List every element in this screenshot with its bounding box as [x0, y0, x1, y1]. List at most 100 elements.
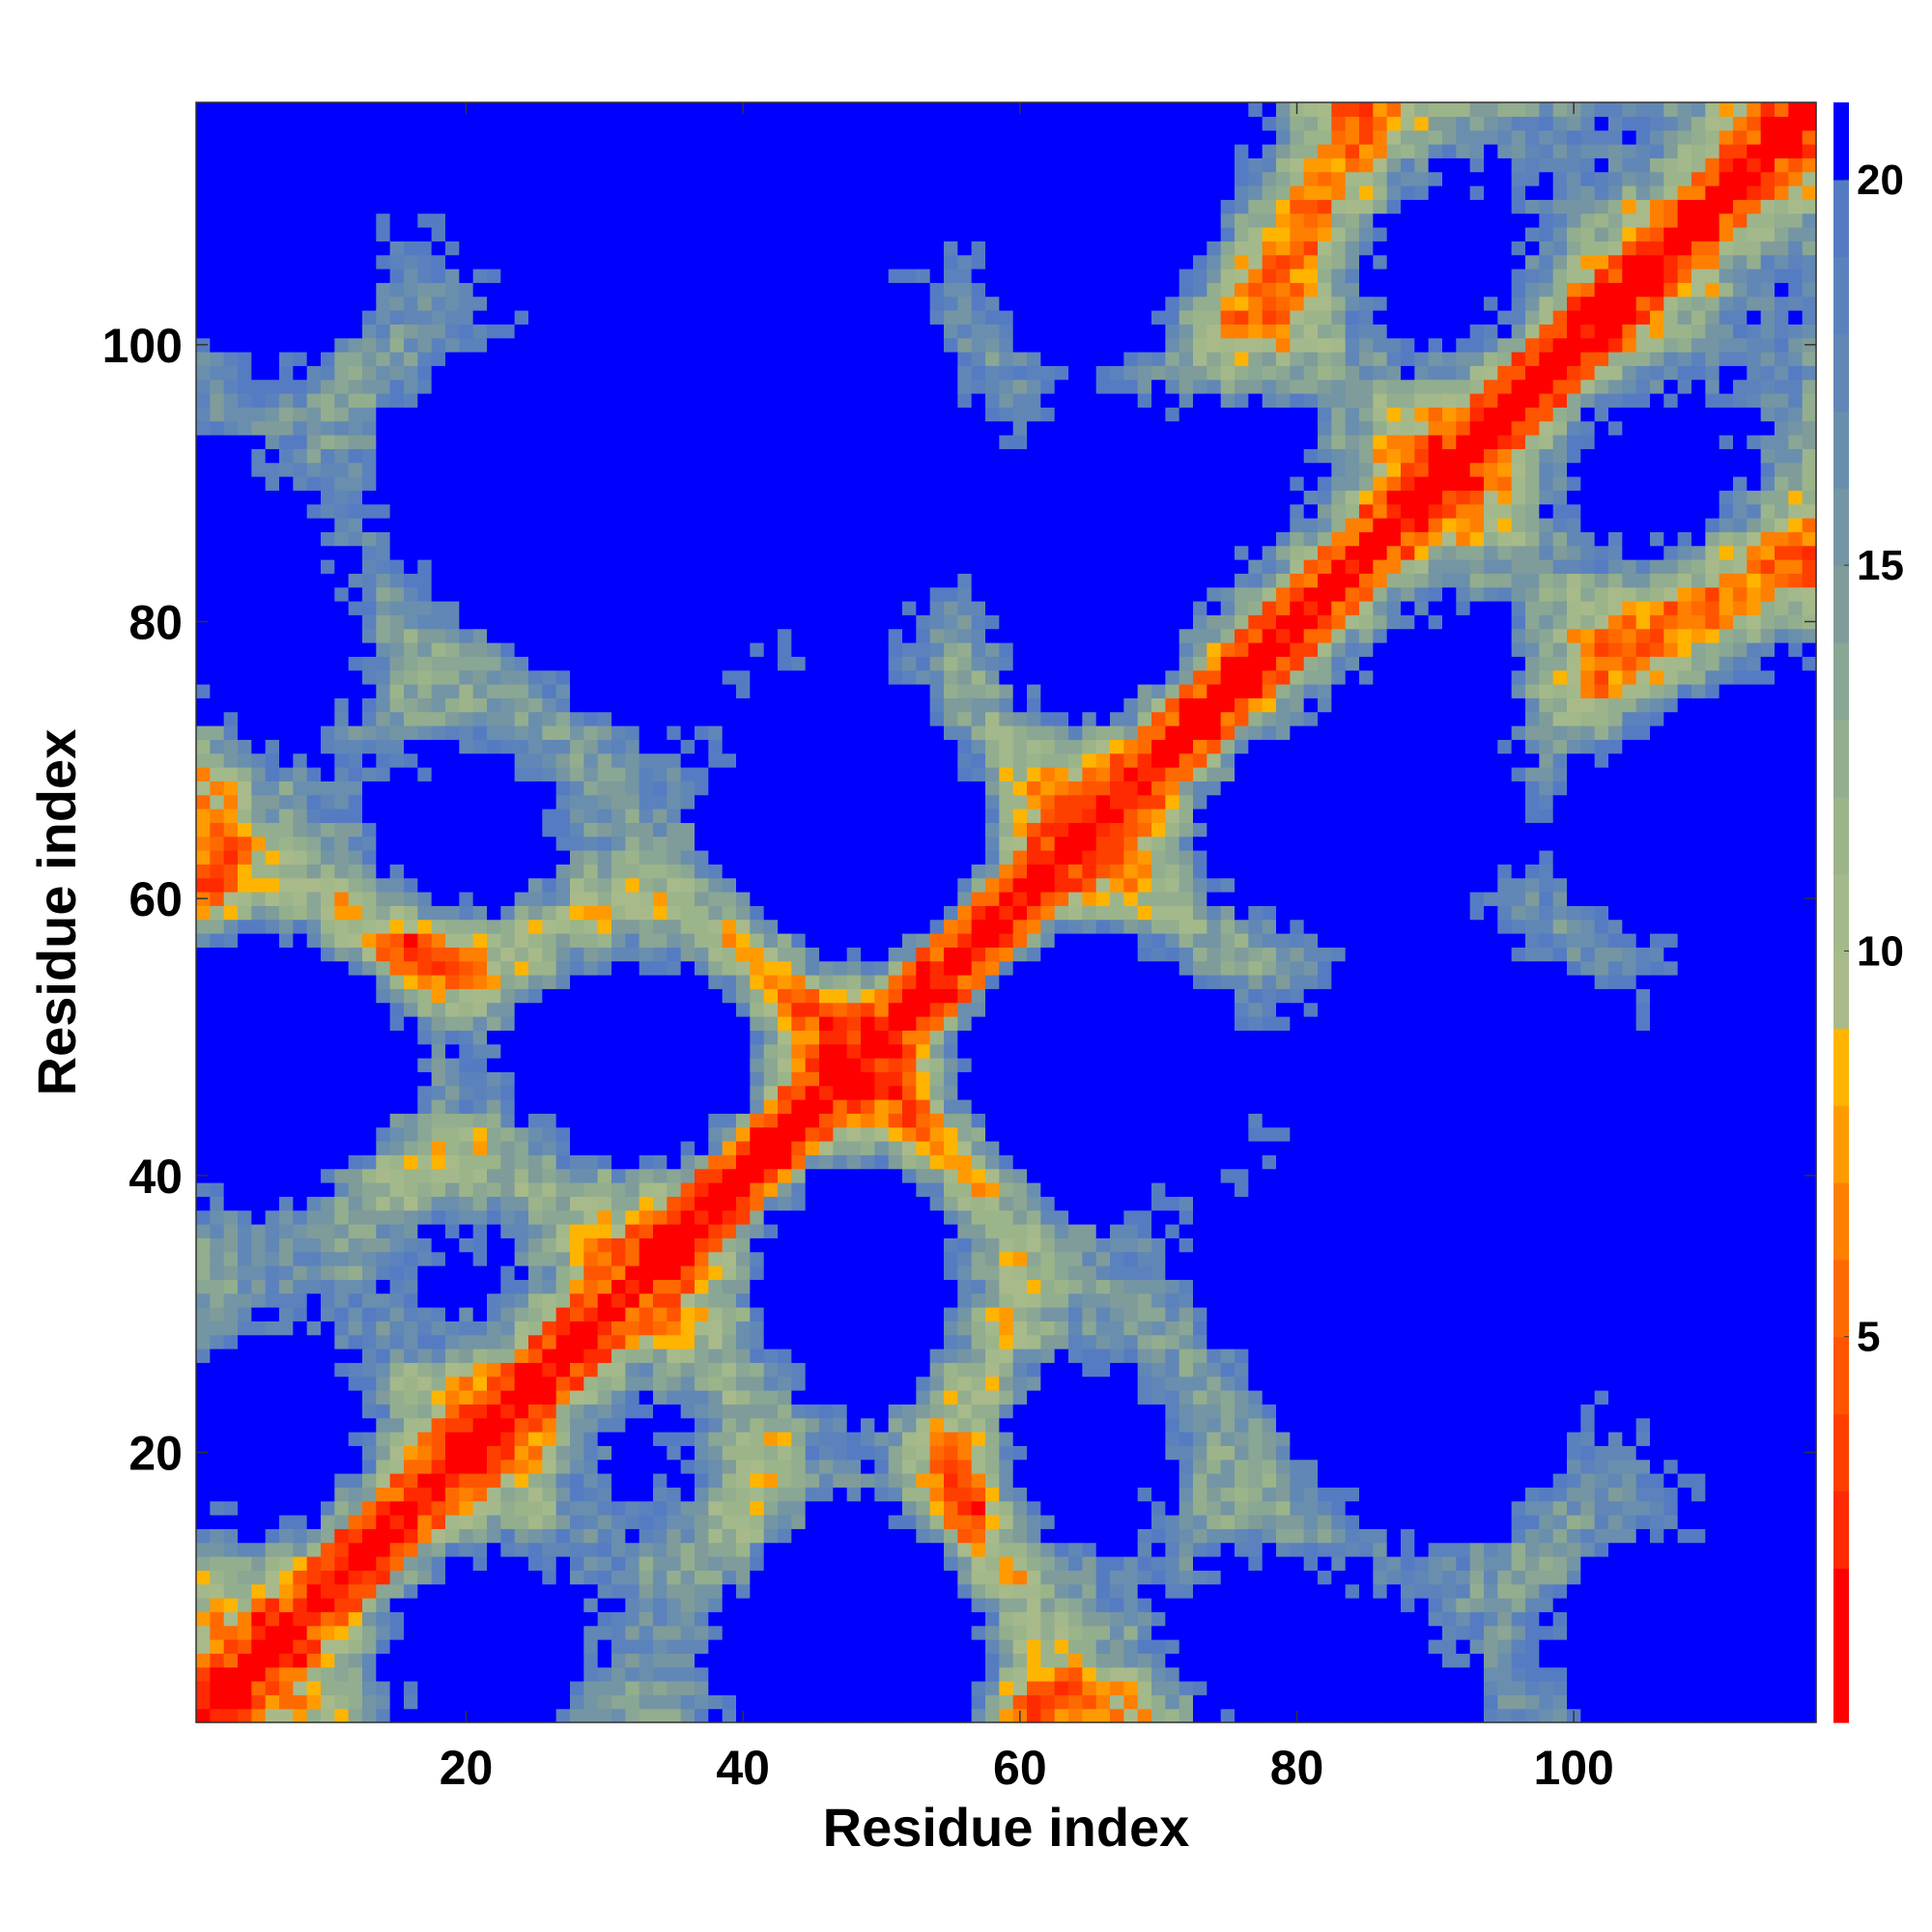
- heatmap-cell: [306, 171, 322, 186]
- heatmap-cell: [750, 337, 765, 353]
- heatmap-cell: [321, 669, 335, 685]
- heatmap-cell: [306, 490, 322, 505]
- heatmap-cell: [736, 1515, 751, 1529]
- heatmap-cell: [597, 628, 612, 643]
- heatmap-cell: [417, 1113, 433, 1128]
- heatmap-cell: [293, 1417, 308, 1433]
- heatmap-cell: [404, 213, 418, 228]
- heatmap-cell: [389, 503, 405, 519]
- heatmap-cell: [653, 1639, 668, 1654]
- heatmap-cell: [528, 669, 543, 685]
- heatmap-cell: [210, 642, 225, 657]
- heatmap-cell: [472, 850, 488, 865]
- heatmap-cell: [778, 573, 792, 588]
- heatmap-cell: [445, 933, 460, 948]
- heatmap-cell: [500, 1708, 516, 1723]
- heatmap-cell: [778, 697, 792, 713]
- heatmap-cell: [251, 337, 267, 353]
- heatmap-cell: [639, 1432, 654, 1446]
- heatmap-cell: [306, 877, 322, 893]
- heatmap-cell: [472, 1639, 488, 1654]
- heatmap-cell: [500, 269, 516, 283]
- heatmap-cell: [763, 1598, 779, 1612]
- heatmap-cell: [306, 1349, 322, 1363]
- heatmap-cell: [667, 1265, 682, 1280]
- heatmap-cell: [459, 1487, 474, 1502]
- heatmap-cell: [750, 1556, 765, 1571]
- heatmap-cell: [251, 1390, 267, 1405]
- heatmap-cell: [306, 905, 322, 921]
- heatmap-cell: [736, 669, 751, 685]
- heatmap-cell: [542, 1279, 557, 1294]
- heatmap-cell: [487, 185, 501, 200]
- heatmap-cell: [487, 1196, 501, 1211]
- heatmap-cell: [653, 1459, 668, 1474]
- heatmap-cell: [487, 1209, 501, 1225]
- heatmap-cell: [389, 324, 405, 339]
- heatmap-cell: [667, 1611, 682, 1627]
- heatmap-cell: [445, 725, 460, 740]
- heatmap-cell: [445, 1058, 460, 1072]
- heatmap-cell: [376, 864, 391, 879]
- heatmap-cell: [417, 393, 433, 408]
- heatmap-cell: [736, 919, 751, 934]
- heatmap-cell: [570, 836, 584, 851]
- heatmap-cell: [334, 310, 350, 325]
- heatmap-cell: [389, 628, 405, 643]
- heatmap-cell: [570, 1487, 584, 1502]
- heatmap-cell: [306, 1528, 322, 1544]
- heatmap-cell: [223, 1583, 239, 1599]
- heatmap-cell: [238, 503, 252, 519]
- heatmap-cell: [293, 1196, 308, 1211]
- heatmap-cell: [583, 213, 599, 228]
- heatmap-cell: [722, 1515, 737, 1529]
- heatmap-cell: [431, 171, 446, 186]
- heatmap-cell: [417, 337, 433, 353]
- heatmap-cell: [251, 642, 267, 657]
- heatmap-cell: [597, 199, 612, 214]
- heatmap-cell: [625, 1639, 640, 1654]
- heatmap-cell: [680, 503, 696, 519]
- heatmap-cell: [487, 1085, 501, 1100]
- heatmap-cell: [265, 1362, 280, 1378]
- heatmap-cell: [334, 269, 350, 283]
- heatmap-cell: [431, 794, 446, 810]
- heatmap-cell: [417, 102, 433, 117]
- heatmap-cell: [238, 850, 252, 865]
- heatmap-cell: [376, 269, 391, 283]
- heatmap-cell: [376, 947, 391, 962]
- heatmap-cell: [389, 975, 405, 989]
- heatmap-cell: [611, 254, 626, 270]
- heatmap-cell: [555, 850, 571, 865]
- heatmap-cell: [459, 1196, 474, 1211]
- heatmap-cell: [611, 1653, 626, 1668]
- heatmap-cell: [695, 352, 709, 366]
- heatmap-cell: [778, 1141, 792, 1155]
- heatmap-cell: [417, 1390, 433, 1405]
- heatmap-cell: [639, 503, 654, 519]
- heatmap-cell: [695, 393, 709, 408]
- heatmap-cell: [487, 1376, 501, 1391]
- heatmap-cell: [472, 1279, 488, 1294]
- heatmap-cell: [708, 1334, 724, 1350]
- heatmap-cell: [210, 1334, 225, 1350]
- heatmap-cell: [238, 1043, 252, 1059]
- heatmap-cell: [459, 877, 474, 893]
- heatmap-cell: [542, 1141, 557, 1155]
- heatmap-cell: [265, 975, 280, 989]
- heatmap-cell: [279, 1500, 294, 1516]
- heatmap-cell: [376, 809, 391, 823]
- heatmap-cell: [708, 337, 724, 353]
- heatmap-cell: [555, 144, 571, 158]
- heatmap-cell: [722, 1542, 737, 1557]
- heatmap-cell: [196, 725, 211, 740]
- heatmap-cell: [445, 420, 460, 436]
- heatmap-cell: [362, 1473, 377, 1488]
- heatmap-cell: [196, 586, 211, 602]
- heatmap-cell: [695, 254, 709, 270]
- heatmap-cell: [625, 1459, 640, 1474]
- heatmap-cell: [223, 753, 239, 768]
- heatmap-cell: [306, 435, 322, 449]
- heatmap-cell: [763, 1265, 779, 1280]
- heatmap-cell: [251, 864, 267, 879]
